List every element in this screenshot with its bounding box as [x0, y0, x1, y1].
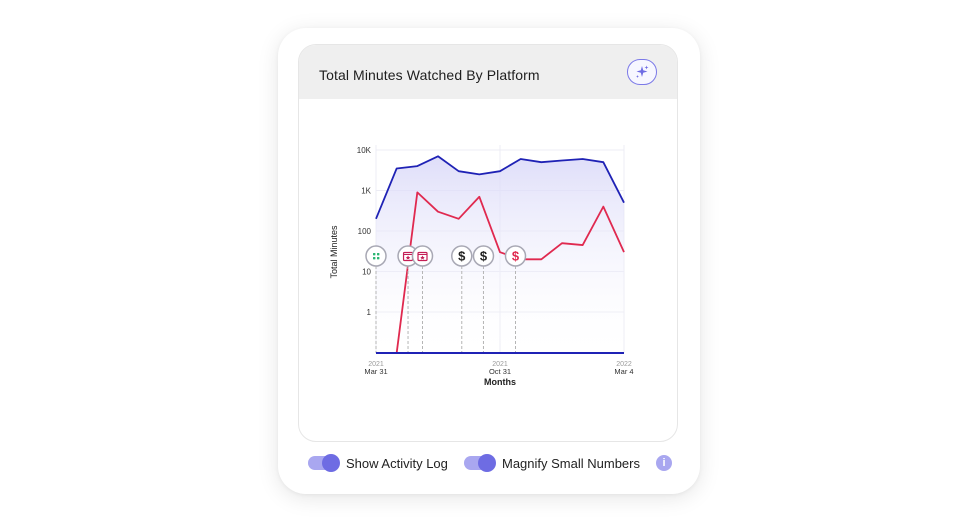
- y-tick-label: 1: [367, 308, 372, 317]
- toggle-switch[interactable]: [464, 454, 496, 472]
- y-axis-label: Total Minutes: [329, 225, 339, 279]
- chart-title: Total Minutes Watched By Platform: [319, 67, 540, 83]
- series-line: [394, 191, 625, 354]
- area-fill: [376, 156, 624, 353]
- x-tick-label: Mar 31: [364, 367, 387, 376]
- activity-marker[interactable]: $: [472, 245, 495, 353]
- magnify-small-numbers-toggle[interactable]: Magnify Small Numbers: [464, 453, 640, 473]
- activity-marker[interactable]: [365, 245, 387, 353]
- star-calendar-icon: [417, 251, 428, 262]
- y-tick-label: 100: [358, 227, 372, 236]
- activity-marker[interactable]: $: [504, 245, 527, 353]
- panel-header: Total Minutes Watched By Platform: [299, 45, 677, 99]
- x-tick-year: 2021: [492, 361, 508, 368]
- x-tick-year: 2022: [616, 361, 632, 368]
- y-tick-label: 1K: [361, 187, 371, 196]
- marker-circle: [451, 245, 473, 267]
- y-tick-label: 10K: [357, 146, 372, 155]
- marker-circle: [365, 245, 387, 267]
- show-activity-log-toggle[interactable]: Show Activity Log: [308, 453, 448, 473]
- dollar-icon: $: [480, 249, 488, 264]
- activity-marker[interactable]: [411, 245, 434, 353]
- toggle-switch[interactable]: [308, 454, 340, 472]
- sparkles-icon: [636, 65, 649, 78]
- activity-marker[interactable]: $: [451, 245, 473, 353]
- sparkles-button[interactable]: [627, 59, 657, 85]
- series-line: [375, 155, 625, 220]
- info-icon[interactable]: i: [656, 455, 672, 471]
- marker-circle: [504, 245, 527, 267]
- x-tick-label: Mar 4: [614, 367, 633, 376]
- y-tick-label: 10: [362, 268, 371, 277]
- toggle-label: Magnify Small Numbers: [502, 455, 640, 471]
- marker-circle: [472, 245, 495, 267]
- x-tick-label: Oct 31: [489, 367, 511, 376]
- grid-icon: [373, 253, 380, 260]
- dollar-icon: $: [512, 249, 520, 264]
- dollar-icon: $: [458, 249, 466, 264]
- x-tick-year: 2021: [368, 361, 384, 368]
- toggle-label: Show Activity Log: [346, 455, 448, 471]
- x-axis-label: Months: [484, 377, 516, 387]
